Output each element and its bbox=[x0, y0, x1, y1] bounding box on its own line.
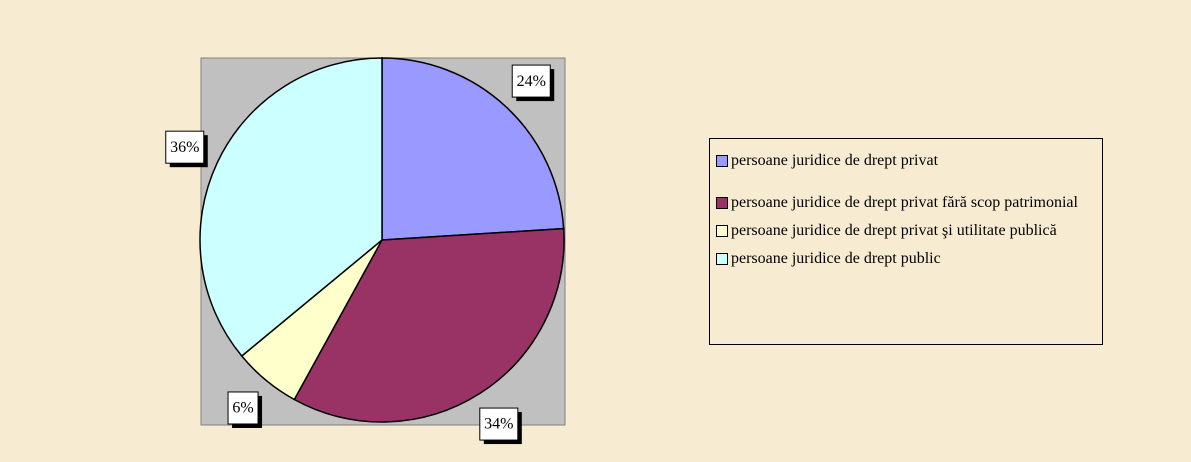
legend-entry: persoane juridice de drept public bbox=[716, 249, 1091, 269]
legend-swatch bbox=[716, 197, 728, 209]
label-box bbox=[511, 64, 551, 98]
legend-label: persoane juridice de drept public bbox=[731, 250, 941, 267]
legend-swatch bbox=[716, 225, 728, 237]
legend-entry: persoane juridice de drept privat şi uti… bbox=[716, 221, 1091, 241]
label-box bbox=[479, 407, 519, 441]
legend-swatch bbox=[716, 155, 728, 167]
label-box bbox=[165, 130, 205, 164]
label-box bbox=[227, 391, 259, 425]
pie-slice bbox=[199, 57, 383, 358]
data-label: 6% bbox=[232, 400, 253, 417]
legend-entry: persoane juridice de drept privat bbox=[716, 151, 1091, 171]
pie-slice bbox=[381, 57, 565, 241]
legend-label: persoane juridice de drept privat bbox=[731, 152, 939, 169]
legend-label: persoane juridice de drept privat fără s… bbox=[731, 194, 1078, 211]
data-label: 36% bbox=[170, 139, 199, 156]
legend-entry: persoane juridice de drept privat fără s… bbox=[716, 193, 1091, 213]
legend-swatch bbox=[716, 253, 728, 265]
legend: persoane juridice de drept privat persoan… bbox=[709, 138, 1103, 345]
legend-label: persoane juridice de drept privat şi uti… bbox=[731, 222, 1057, 239]
data-label: 24% bbox=[517, 73, 546, 90]
data-label: 34% bbox=[484, 416, 513, 433]
